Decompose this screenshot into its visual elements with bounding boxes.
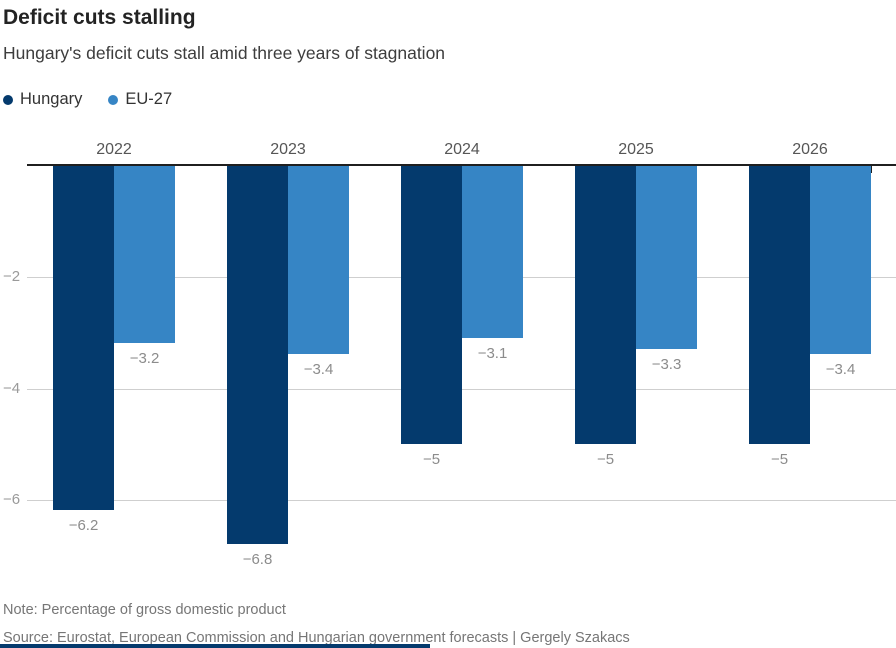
legend-label-eu27: EU-27 xyxy=(125,90,173,108)
chart-note: Note: Percentage of gross domestic produ… xyxy=(3,602,286,618)
category-label-2025: 2025 xyxy=(618,141,654,158)
bar-hungary-2022 xyxy=(53,166,114,510)
value-label-hungary-2026: −5 xyxy=(770,451,789,468)
value-label-eu27-2026: −3.4 xyxy=(825,361,856,378)
value-label-eu27-2025: −3.3 xyxy=(651,356,682,373)
bar-eu27-2026 xyxy=(810,166,871,354)
category-label-2022: 2022 xyxy=(96,141,132,158)
chart-subtitle: Hungary's deficit cuts stall amid three … xyxy=(3,43,446,63)
ytick-label-−2: −2 xyxy=(3,268,21,286)
value-label-eu27-2022: −3.2 xyxy=(129,350,160,367)
gridline-−6 xyxy=(27,500,896,502)
legend-item-hungary: Hungary xyxy=(3,90,82,109)
ytick-label-−6: −6 xyxy=(3,491,21,509)
page-title: Deficit cuts stalling xyxy=(3,6,196,29)
footer-brand-bar xyxy=(0,644,430,648)
value-label-eu27-2024: −3.1 xyxy=(477,345,508,362)
chart-legend: Hungary EU-27 xyxy=(3,90,172,109)
bar-eu27-2025 xyxy=(636,166,697,349)
axis-end-tick xyxy=(870,166,872,173)
bar-hungary-2026 xyxy=(749,166,810,444)
category-label-2023: 2023 xyxy=(270,141,306,158)
legend-label-hungary: Hungary xyxy=(20,90,83,108)
value-label-hungary-2023: −6.8 xyxy=(242,551,273,568)
ytick-label-−4: −4 xyxy=(3,379,21,397)
value-label-hungary-2022: −6.2 xyxy=(68,517,99,534)
hungary-series-dot-icon xyxy=(3,94,13,105)
eu27-series-dot-icon xyxy=(108,94,119,105)
bar-eu27-2022 xyxy=(114,166,175,343)
bar-hungary-2024 xyxy=(401,166,462,444)
legend-item-eu27: EU-27 xyxy=(108,90,172,109)
bar-eu27-2024 xyxy=(462,166,523,338)
bar-hungary-2023 xyxy=(227,166,288,544)
chart-source: Source: Eurostat, European Commission an… xyxy=(3,630,630,646)
bar-eu27-2023 xyxy=(288,166,349,354)
category-label-2026: 2026 xyxy=(792,141,828,158)
value-label-eu27-2023: −3.4 xyxy=(303,361,334,378)
bar-hungary-2025 xyxy=(575,166,636,444)
zero-axis-line xyxy=(27,164,896,166)
value-label-hungary-2025: −5 xyxy=(596,451,615,468)
category-label-2024: 2024 xyxy=(444,141,480,158)
value-label-hungary-2024: −5 xyxy=(422,451,441,468)
